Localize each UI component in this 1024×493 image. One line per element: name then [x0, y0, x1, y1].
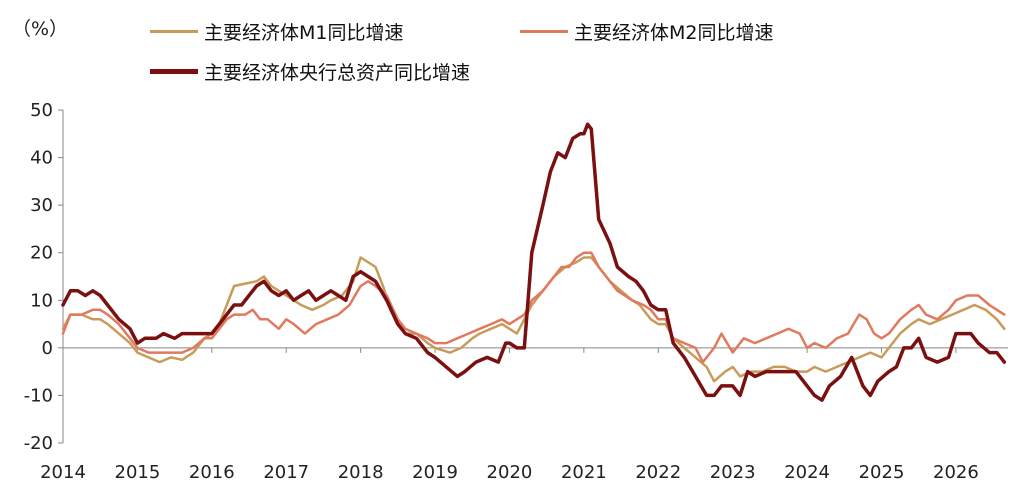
x-tick-label-12: 2026	[933, 462, 979, 483]
legend-item-m1: 主要经济体M1同比增速	[150, 18, 403, 45]
series-line-0	[61, 256, 1006, 383]
x-tick-label-11: 2025	[859, 462, 905, 483]
x-tick-label-5: 2019	[412, 462, 458, 483]
x-tick-label-6: 2020	[487, 462, 533, 483]
y-tick-label-7: -20	[24, 433, 53, 454]
x-tick-label-0: 2014	[40, 462, 86, 483]
x-tick-label-3: 2017	[263, 462, 309, 483]
legend-swatch-cb-assets	[150, 69, 198, 74]
legend-label-m2: 主要经济体M2同比增速	[574, 22, 774, 44]
y-tick-label-0: 50	[30, 100, 53, 121]
x-tick-label-7: 2021	[561, 462, 607, 483]
y-tick-label-5: 0	[42, 338, 53, 359]
series-line-1	[61, 251, 1006, 364]
x-tick-label-4: 2018	[338, 462, 384, 483]
legend-label-m1: 主要经济体M1同比增速	[204, 22, 404, 44]
legend-swatch-m2	[520, 30, 568, 33]
legend-item-m2: 主要经济体M2同比增速	[520, 18, 773, 45]
x-tick-label-8: 2022	[635, 462, 681, 483]
y-tick-label-2: 30	[30, 195, 53, 216]
y-axis-unit-label: （%）	[12, 18, 69, 40]
y-tick-label-1: 40	[30, 148, 53, 169]
series-line-2	[61, 122, 1007, 402]
legend-item-cb-assets: 主要经济体央行总资产同比增速	[150, 58, 470, 85]
legend-swatch-m1	[150, 30, 198, 33]
x-tick-label-1: 2015	[115, 462, 161, 483]
y-tick-label-3: 20	[30, 243, 53, 264]
x-tick-label-9: 2023	[710, 462, 756, 483]
y-tick-label-4: 10	[30, 290, 53, 311]
x-tick-label-2: 2016	[189, 462, 235, 483]
legend-label-cb-assets: 主要经济体央行总资产同比增速	[204, 62, 471, 84]
y-tick-label-6: -10	[24, 385, 53, 406]
x-tick-label-10: 2024	[784, 462, 830, 483]
